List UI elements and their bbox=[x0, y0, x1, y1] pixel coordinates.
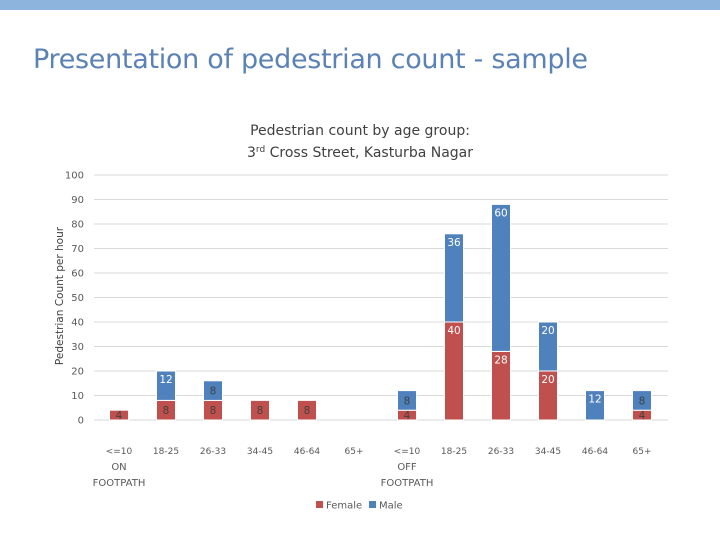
top-accent-bar bbox=[0, 0, 720, 10]
bar-label-male: 8 bbox=[210, 386, 217, 398]
x-tick-label: 65+ bbox=[633, 447, 652, 457]
bar-male bbox=[203, 380, 223, 401]
bar-value-labels: 4 8 12 8 8 8 8 4 8 40 36 28 60 20 20 12 4 8 bbox=[116, 207, 646, 422]
bar-label-male: 8 bbox=[639, 395, 646, 407]
chart-title-line1: Pedestrian count by age group: bbox=[250, 123, 470, 139]
gridlines bbox=[94, 174, 668, 421]
bar-male bbox=[632, 390, 652, 411]
y-tick-label: 30 bbox=[71, 342, 84, 353]
bar-female bbox=[297, 399, 317, 421]
x-tick-label: <=10 bbox=[394, 447, 421, 457]
group-label-line2: FOOTPATH bbox=[93, 478, 146, 489]
legend-label-female: Female bbox=[326, 501, 362, 512]
y-tick-label: 40 bbox=[71, 318, 84, 329]
x-tick-label: 34-45 bbox=[535, 447, 561, 457]
y-tick-label: 60 bbox=[71, 269, 84, 280]
x-tick-label: 26-33 bbox=[488, 447, 514, 457]
bar-male bbox=[491, 203, 511, 352]
x-tick-label: <=10 bbox=[106, 447, 133, 457]
bar-label-male: 20 bbox=[541, 325, 554, 337]
legend-label-male: Male bbox=[379, 501, 403, 512]
y-tick-label: 90 bbox=[71, 195, 84, 206]
x-tick-label: 18-25 bbox=[153, 447, 179, 457]
bar-label-female: 8 bbox=[257, 405, 264, 417]
bar-label-female: 40 bbox=[447, 325, 460, 337]
x-tick-label: 65+ bbox=[345, 447, 364, 457]
bar-male bbox=[397, 390, 417, 411]
bar-label-female: 8 bbox=[163, 405, 170, 417]
group-label-line2: FOOTPATH bbox=[381, 478, 434, 489]
bar-label-female: 4 bbox=[116, 410, 123, 422]
y-tick-label: 100 bbox=[65, 171, 84, 182]
bar-label-male: 12 bbox=[588, 394, 601, 406]
x-tick-label: 18-25 bbox=[441, 447, 467, 457]
x-tick-label: 46-64 bbox=[294, 447, 320, 457]
y-tick-label: 0 bbox=[78, 416, 84, 427]
bar-male bbox=[156, 370, 176, 401]
bar-label-male: 36 bbox=[447, 237, 461, 249]
y-tick-label: 10 bbox=[71, 391, 84, 402]
y-tick-label: 50 bbox=[71, 293, 84, 304]
bar-label-female: 28 bbox=[494, 354, 507, 366]
y-axis-label: Pedestrian Count per hour bbox=[54, 226, 66, 365]
x-tick-label: 26-33 bbox=[200, 447, 226, 457]
bar-label-female: 8 bbox=[304, 405, 311, 417]
x-tick-labels: <=10 18-25 26-33 34-45 46-64 65+ ON FOOTPATH <=1… bbox=[93, 447, 652, 489]
x-tick-label: 34-45 bbox=[247, 447, 273, 457]
chart-title-line2: 3rd Cross Street, Kasturba Nagar bbox=[247, 145, 473, 161]
legend-swatch-female bbox=[316, 501, 323, 508]
bar-male bbox=[444, 233, 464, 323]
chart-title-number: 3 bbox=[247, 145, 256, 161]
slide-title: Presentation of pedestrian count - sampl… bbox=[33, 44, 588, 75]
bar-label-female: 20 bbox=[541, 374, 554, 386]
bar-male bbox=[538, 321, 558, 372]
legend-swatch-male bbox=[369, 501, 376, 508]
y-tick-label: 80 bbox=[71, 220, 84, 231]
bar-label-female: 4 bbox=[639, 410, 646, 422]
bar-label-female: 8 bbox=[210, 405, 217, 417]
bar-label-male: 12 bbox=[159, 374, 172, 386]
y-tick-label: 20 bbox=[71, 367, 84, 378]
bars bbox=[109, 203, 652, 421]
group-label-line1: OFF bbox=[397, 462, 417, 473]
bar-label-male: 8 bbox=[404, 395, 411, 407]
x-tick-label: 46-64 bbox=[582, 447, 608, 457]
group-label-line1: ON bbox=[111, 462, 126, 473]
chart-title-superscript: rd bbox=[256, 145, 265, 155]
legend: Female Male bbox=[316, 501, 403, 512]
bar-male bbox=[585, 390, 605, 421]
bar-label-female: 4 bbox=[404, 410, 411, 422]
y-tick-label: 70 bbox=[71, 244, 84, 255]
bar-female bbox=[109, 409, 129, 421]
bar-female bbox=[250, 399, 270, 421]
bar-label-male: 60 bbox=[494, 207, 507, 219]
chart-title-street: Cross Street, Kasturba Nagar bbox=[265, 145, 473, 161]
y-tick-labels: 0 10 20 30 40 50 60 70 80 90 100 bbox=[65, 171, 84, 427]
